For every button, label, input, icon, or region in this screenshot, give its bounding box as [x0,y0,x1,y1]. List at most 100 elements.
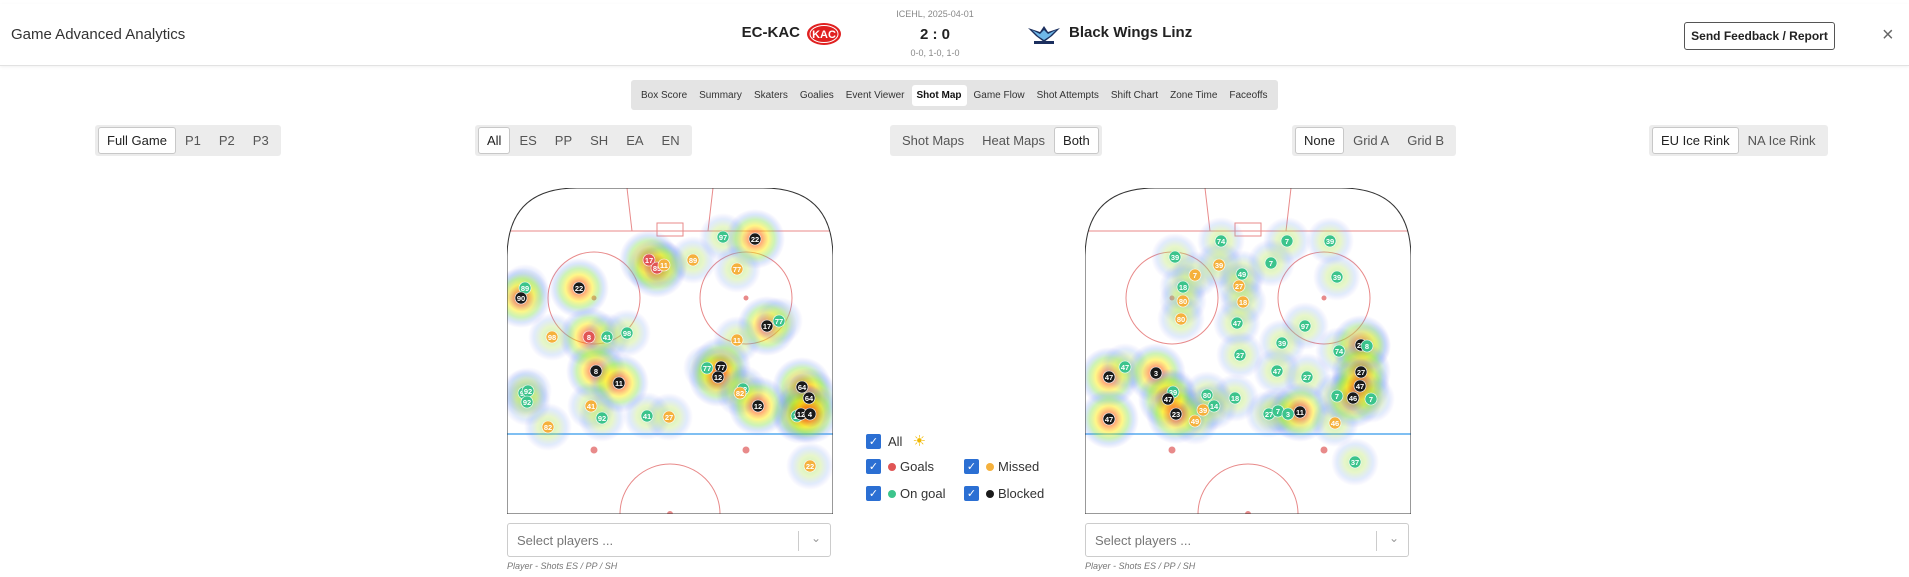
left-shot-marker[interactable] [541,420,555,434]
right-shot-marker[interactable] [1200,388,1214,402]
left-shot-marker[interactable] [716,230,730,244]
left-shot-marker[interactable] [733,386,747,400]
tab-shot-map[interactable]: Shot Map [911,84,967,106]
right-shot-marker[interactable] [1168,250,1182,264]
right-player-select[interactable]: Select players ... ⌄ [1085,523,1409,557]
left-player-select[interactable]: Select players ... ⌄ [507,523,831,557]
period-p3-button[interactable]: P3 [252,133,269,148]
checkbox-on-goal[interactable]: ✓ [866,486,881,501]
map-heat-maps-button[interactable]: Heat Maps [982,133,1046,148]
right-shot-marker[interactable] [1169,407,1183,421]
right-shot-marker[interactable] [1235,267,1249,281]
left-shot-marker[interactable] [642,253,656,267]
period-full-game-button[interactable]: Full Game [98,127,176,154]
checkbox-all[interactable]: ✓ [866,433,881,449]
right-shot-marker[interactable] [1212,258,1226,272]
tab-game-flow[interactable]: Game Flow [973,89,1025,101]
right-shot-marker[interactable] [1102,370,1116,384]
left-shot-marker[interactable] [520,395,534,409]
left-shot-marker[interactable] [595,411,609,425]
left-shot-marker[interactable] [620,326,634,340]
period-p2-button[interactable]: P2 [218,133,235,148]
tab-zone-time[interactable]: Zone Time [1170,89,1218,101]
strength-en-button[interactable]: EN [661,133,680,148]
right-shot-marker[interactable] [1328,416,1342,430]
right-shot-marker[interactable] [1264,256,1278,270]
map-shot-maps-button[interactable]: Shot Maps [902,133,965,148]
right-shot-marker[interactable] [1348,455,1362,469]
tab-shift-chart[interactable]: Shift Chart [1110,89,1159,101]
strength-all-button[interactable]: All [478,127,511,154]
right-shot-marker[interactable] [1149,366,1163,380]
tab-summary[interactable]: Summary [699,89,742,101]
left-shot-marker[interactable] [760,319,774,333]
left-shot-marker[interactable] [514,291,528,305]
left-shot-marker[interactable] [802,391,816,405]
right-shot-marker[interactable] [1161,392,1175,406]
close-icon[interactable]: × [1882,24,1894,46]
tab-faceoffs[interactable]: Faceoffs [1229,89,1268,101]
right-shot-marker[interactable] [1270,364,1284,378]
checkbox-goals[interactable]: ✓ [866,459,881,474]
right-shot-marker[interactable] [1300,370,1314,384]
right-shot-marker[interactable] [1353,379,1367,393]
right-shot-marker[interactable] [1280,234,1294,248]
right-shot-marker[interactable] [1233,348,1247,362]
map-both-button[interactable]: Both [1054,127,1099,154]
tab-goalies[interactable]: Goalies [799,89,834,101]
left-shot-marker[interactable] [584,399,598,413]
right-shot-marker[interactable] [1293,405,1307,419]
strength-pp-button[interactable]: PP [554,133,573,148]
right-shot-marker[interactable] [1176,280,1190,294]
sun-icon[interactable]: ☀ [912,433,926,450]
right-shot-marker[interactable] [1207,399,1221,413]
right-shot-marker[interactable] [1354,365,1368,379]
left-shot-marker[interactable] [711,370,725,384]
right-shot-marker[interactable] [1281,407,1295,421]
send-feedback-button[interactable]: Send Feedback / Report [1684,22,1835,50]
left-shot-marker[interactable] [751,399,765,413]
left-shot-marker[interactable] [582,330,596,344]
left-shot-marker[interactable] [589,364,603,378]
tab-box-score[interactable]: Box Score [641,89,688,101]
left-shot-marker[interactable] [662,410,676,424]
strength-es-button[interactable]: ES [519,133,537,148]
right-shot-marker[interactable] [1330,270,1344,284]
legend-blocked-toggle[interactable]: ✓ Blocked [964,486,1044,501]
legend-missed-toggle[interactable]: ✓ Missed [964,459,1039,474]
chevron-down-icon[interactable]: ⌄ [1388,531,1399,545]
right-shot-marker[interactable] [1214,234,1228,248]
right-shot-marker[interactable] [1176,294,1190,308]
left-shot-marker[interactable] [772,314,786,328]
right-shot-marker[interactable] [1102,412,1116,426]
strength-ea-button[interactable]: EA [626,133,644,148]
left-shot-marker[interactable] [803,407,817,421]
right-shot-marker[interactable] [1346,391,1360,405]
left-shot-marker[interactable] [803,459,817,473]
left-shot-marker[interactable] [795,380,809,394]
tab-event-viewer[interactable]: Event Viewer [845,89,905,101]
right-shot-marker[interactable] [1275,336,1289,350]
left-shot-marker[interactable] [700,361,714,375]
right-shot-marker[interactable] [1236,295,1250,309]
right-shot-marker[interactable] [1360,339,1374,353]
period-p1-button[interactable]: P1 [184,133,201,148]
chevron-down-icon[interactable]: ⌄ [810,531,821,545]
legend-goals-toggle[interactable]: ✓ Goals [866,459,934,474]
right-shot-marker[interactable] [1188,414,1202,428]
strength-sh-button[interactable]: SH [590,133,609,148]
right-shot-marker[interactable] [1232,279,1246,293]
left-shot-marker[interactable] [640,409,654,423]
grid-grid-b-button[interactable]: Grid B [1407,133,1445,148]
left-shot-marker[interactable] [612,376,626,390]
right-shot-marker[interactable] [1188,268,1202,282]
tab-skaters[interactable]: Skaters [753,89,788,101]
right-shot-marker[interactable] [1330,389,1344,403]
right-shot-marker[interactable] [1118,360,1132,374]
rink-na-ice-rink-button[interactable]: NA Ice Rink [1747,133,1816,148]
rink-eu-ice-rink-button[interactable]: EU Ice Rink [1652,127,1739,154]
left-shot-marker[interactable] [686,253,700,267]
right-shot-marker[interactable] [1298,319,1312,333]
right-shot-marker[interactable] [1332,344,1346,358]
left-shot-marker[interactable] [748,232,762,246]
